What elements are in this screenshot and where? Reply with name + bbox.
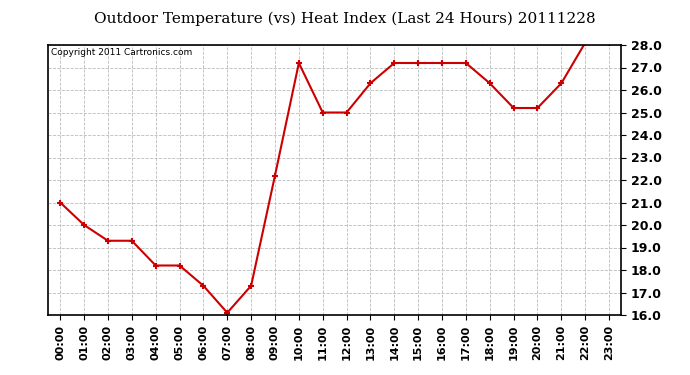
Text: Copyright 2011 Cartronics.com: Copyright 2011 Cartronics.com [51, 48, 193, 57]
Text: Outdoor Temperature (vs) Heat Index (Last 24 Hours) 20111228: Outdoor Temperature (vs) Heat Index (Las… [95, 11, 595, 26]
